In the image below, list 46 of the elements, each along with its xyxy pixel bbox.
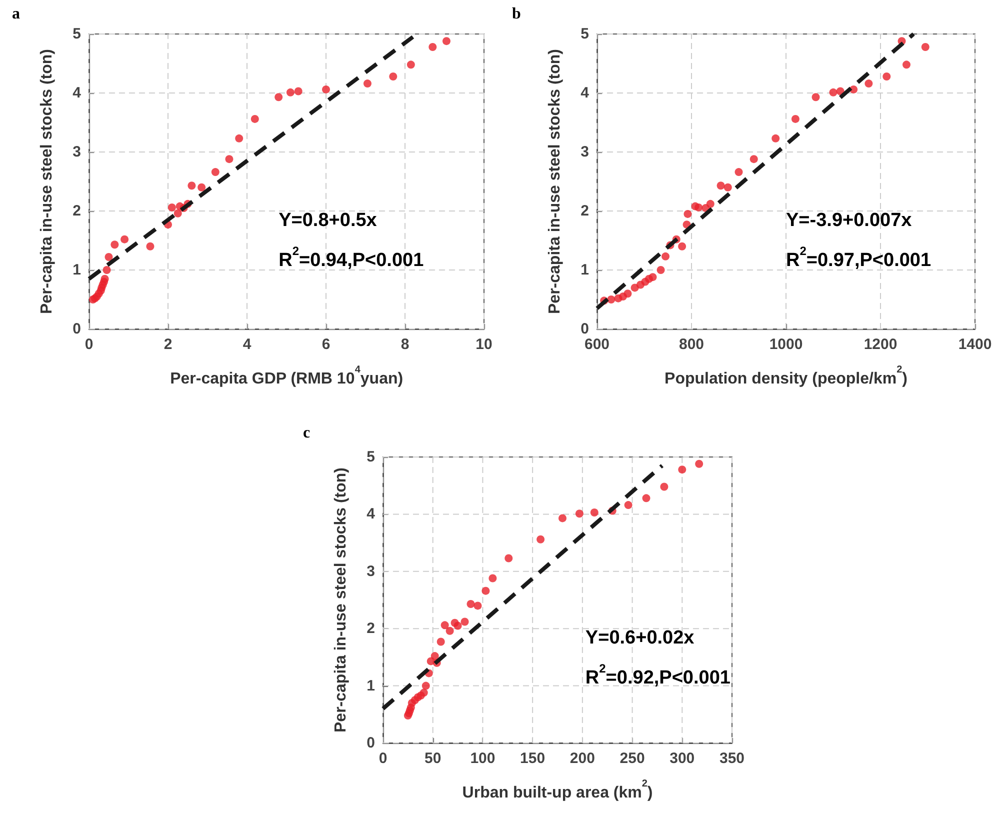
- x-tick-label: 8: [400, 336, 410, 353]
- y-tick-label: 1: [580, 262, 589, 278]
- y-tick-label: 4: [366, 506, 376, 523]
- y-tick-label: 3: [366, 562, 375, 580]
- x-tick-label: 0: [84, 336, 94, 353]
- x-tick-label: 800: [678, 336, 704, 353]
- x-tick-label: 1400: [958, 336, 992, 353]
- x-tick-label: 2: [164, 336, 172, 353]
- x-tick-label: 200: [570, 750, 595, 767]
- y-tick-label: 5: [580, 26, 589, 42]
- y-tick-label: 4: [580, 84, 590, 102]
- chart-title: a: [12, 6, 20, 22]
- x-tick-label: 350: [719, 750, 745, 767]
- y-tick-label: 4: [72, 84, 82, 102]
- x-tick-label: 10: [476, 336, 492, 353]
- y-tick-label: 3: [72, 144, 81, 160]
- x-tick-label: 100: [470, 750, 496, 767]
- y-tick-label: 0: [72, 320, 81, 338]
- y-tick-label: 0: [366, 734, 375, 752]
- y-tick-label: 5: [366, 448, 375, 466]
- annotation: Y=0.8+0.5x: [278, 210, 378, 231]
- chart-title: b: [512, 6, 521, 22]
- y-axis-title: Per-capita in-use steel stocks (ton): [332, 468, 350, 732]
- x-tick-label: 600: [584, 336, 610, 353]
- x-tick-label: 1200: [864, 336, 898, 353]
- chart-title: c: [303, 424, 310, 442]
- x-tick-label: 6: [322, 336, 330, 353]
- y-axis-title: Per-capita in-use steel stocks (ton): [38, 49, 56, 314]
- x-tick-label: 300: [670, 750, 695, 767]
- y-tick-label: 2: [72, 202, 81, 220]
- y-axis-title: Per-capita in-use steel stocks (ton): [546, 49, 564, 314]
- y-tick-label: 1: [72, 262, 81, 278]
- y-tick-label: 1: [366, 677, 375, 694]
- x-tick-label: 150: [520, 750, 546, 767]
- y-tick-label: 2: [366, 620, 375, 638]
- y-tick-label: 3: [580, 144, 589, 160]
- y-tick-label: 5: [72, 26, 81, 42]
- annotation: Y=-3.9+0.007x: [786, 210, 912, 231]
- x-tick-label: 250: [620, 750, 645, 767]
- x-tick-label: 50: [424, 750, 442, 767]
- x-tick-label: 1000: [769, 336, 803, 353]
- y-tick-label: 0: [580, 320, 589, 338]
- y-tick-label: 2: [580, 202, 589, 220]
- x-tick-label: 0: [378, 750, 388, 767]
- annotation: Y=0.6+0.02x: [585, 628, 695, 649]
- x-tick-label: 4: [242, 336, 252, 353]
